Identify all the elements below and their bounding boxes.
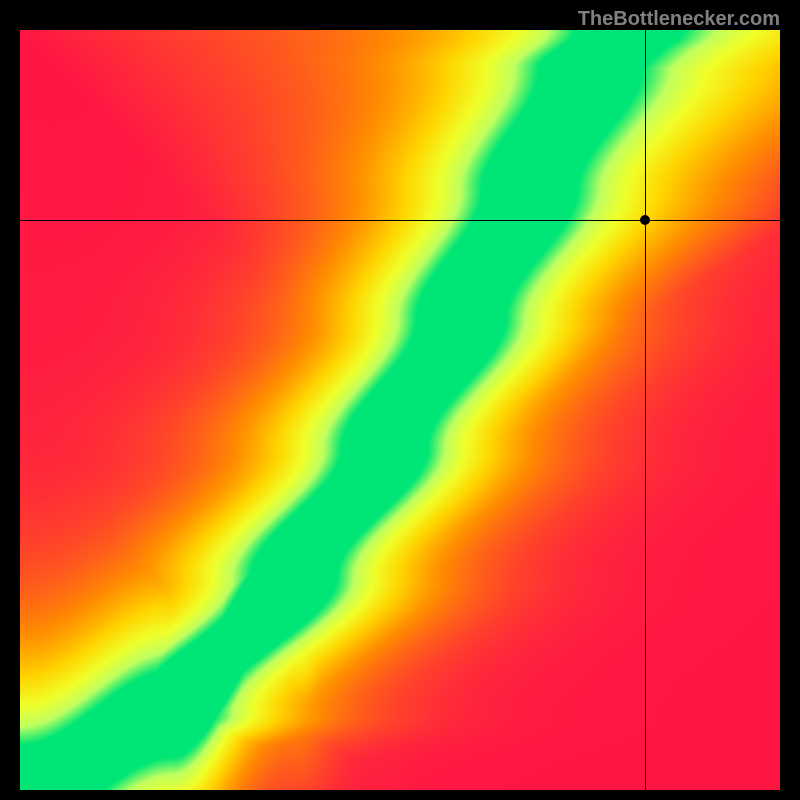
crosshair-marker[interactable] [640, 215, 650, 225]
crosshair-horizontal [20, 220, 780, 221]
watermark-text: TheBottlenecker.com [578, 8, 780, 31]
bottleneck-heatmap [20, 30, 780, 790]
heatmap-canvas [20, 30, 780, 790]
crosshair-vertical [645, 30, 646, 790]
